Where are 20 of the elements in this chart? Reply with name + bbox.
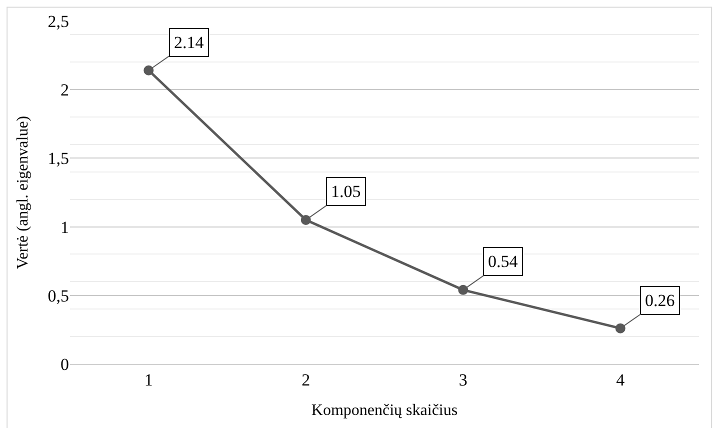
data-label: 2.14: [174, 33, 204, 52]
point: [300, 214, 311, 225]
y-tick-label: 1: [60, 218, 69, 237]
y-tick-label: 0,5: [48, 286, 69, 306]
data-label: 0.26: [645, 291, 675, 310]
x-tick-label: 2: [302, 370, 310, 390]
x-tick-label: 3: [458, 370, 468, 390]
y-tick-label: 0: [60, 354, 69, 374]
y-axis-title: Vertė (angl. eigenvalue): [14, 116, 32, 270]
point: [458, 284, 468, 295]
point: [615, 323, 626, 334]
y-tick-label: 2: [60, 80, 69, 100]
y-tick-label: 1,5: [48, 149, 69, 168]
x-tick-label: 4: [616, 370, 626, 390]
x-axis-title: Komponenčių skaičius: [311, 402, 458, 420]
data-label: 1.05: [331, 182, 361, 201]
y-tick-label: 2,5: [48, 12, 69, 31]
point: [144, 65, 154, 76]
x-tick-label: 1: [144, 370, 153, 390]
data-label: 0.54: [488, 252, 518, 271]
